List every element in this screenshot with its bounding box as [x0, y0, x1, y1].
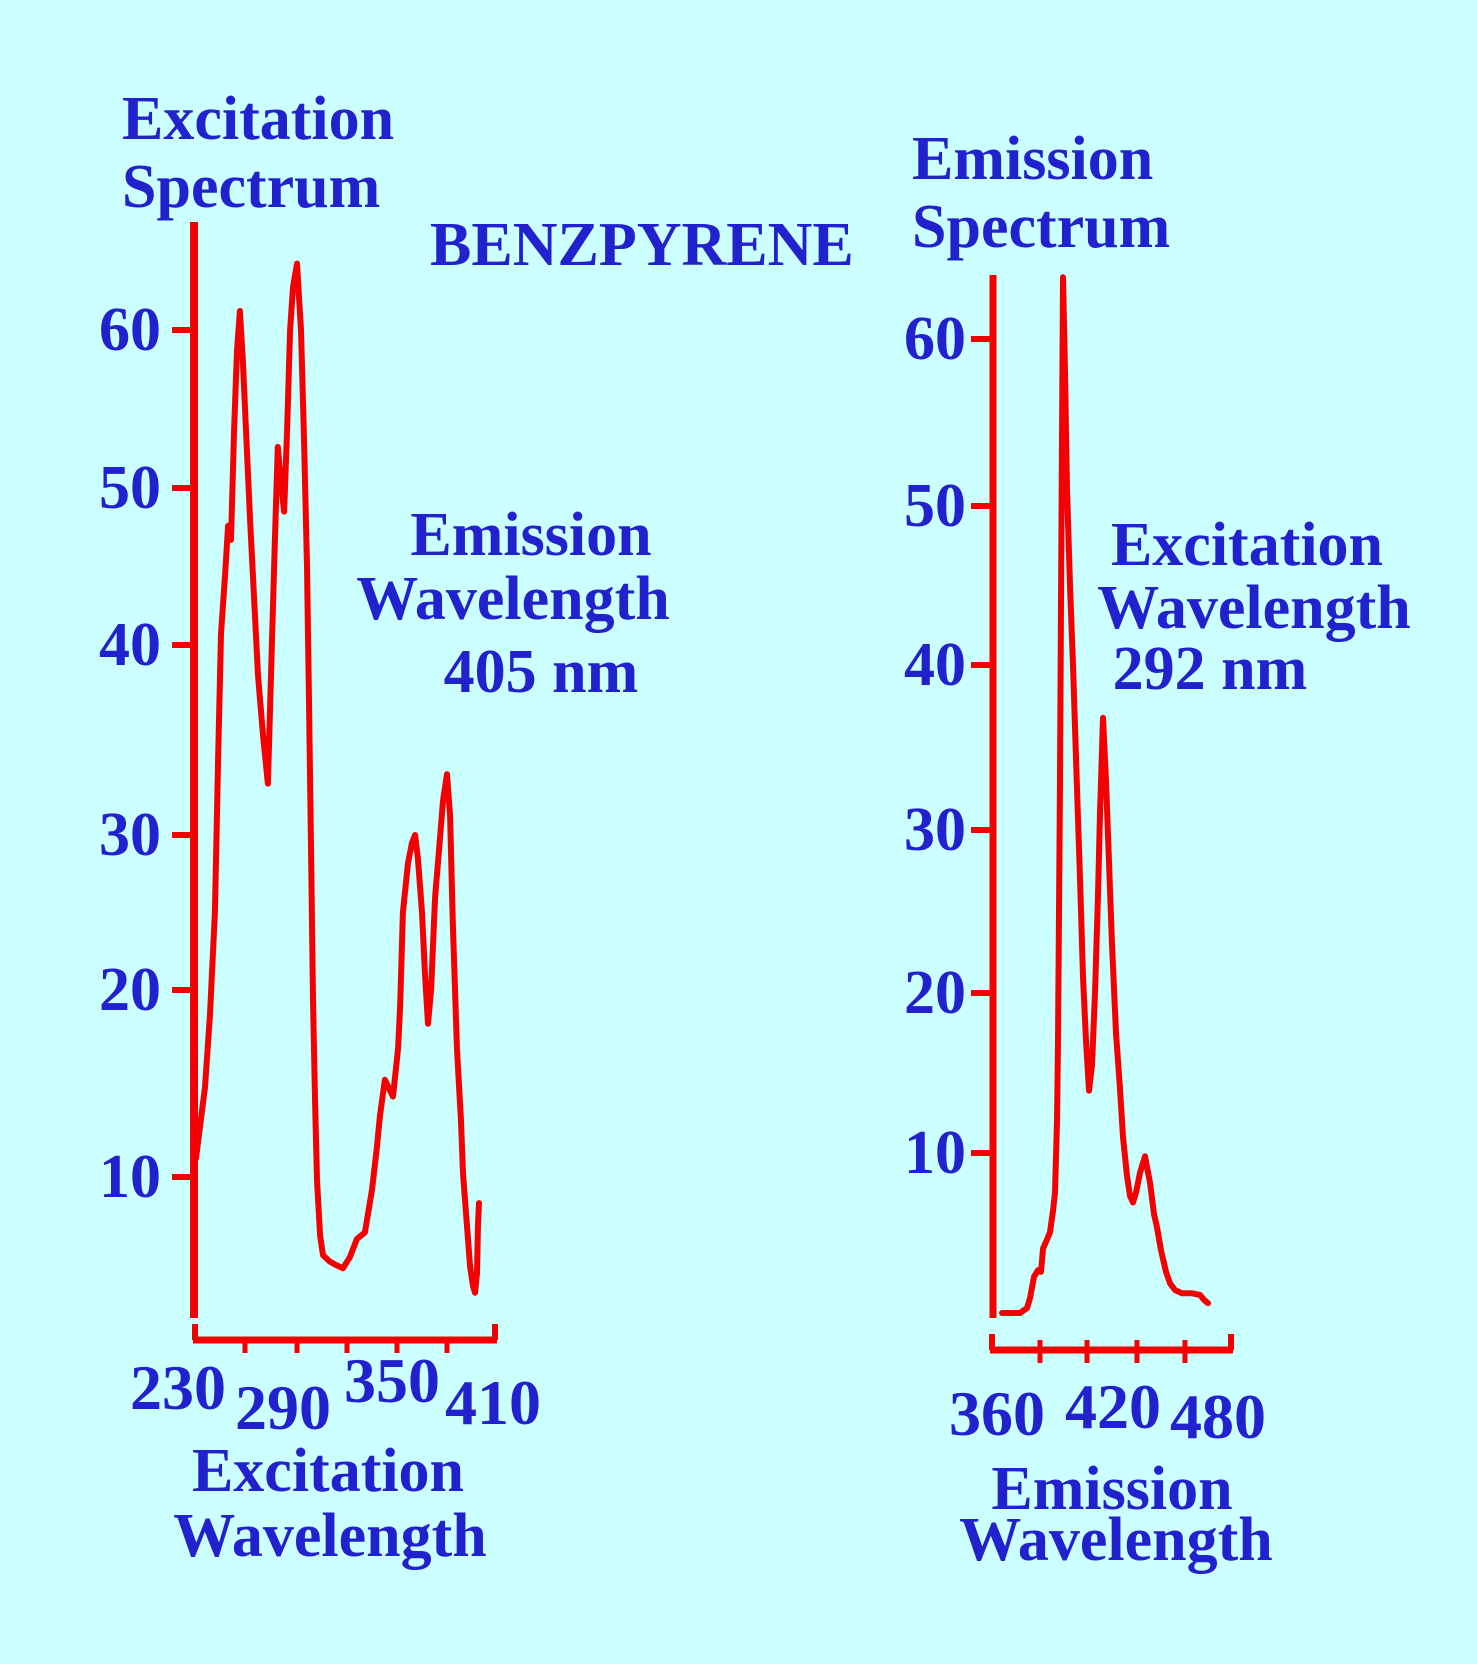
right-xaxis-title-line2: Wavelength — [959, 1506, 1273, 1574]
left-annotation-line3: 405 nm — [443, 638, 639, 706]
right-annotation-line2: Wavelength — [1097, 574, 1411, 642]
left-yaxis-label-20: 20 — [99, 956, 161, 1024]
right-xaxis-label-360: 360 — [949, 1378, 1045, 1449]
left-yaxis-label-40: 40 — [99, 611, 161, 679]
right-xaxis-label-480: 480 — [1170, 1381, 1266, 1452]
left-chart-title-line2: Spectrum — [122, 153, 381, 221]
left-xaxis-label-350: 350 — [344, 1345, 440, 1416]
right-xaxis-title-line1: Emission — [991, 1455, 1233, 1523]
right-annotation-line3: 292 nm — [1112, 635, 1308, 703]
right-annotation-line1: Excitation — [1110, 511, 1384, 579]
left-annotation-line2: Wavelength — [356, 565, 670, 633]
right-yaxis-label-60: 60 — [904, 305, 966, 373]
compound-title: BENZPYRENE — [430, 211, 854, 279]
left-annotation-line1: Emission — [410, 501, 652, 569]
right-yaxis-label-40: 40 — [904, 631, 966, 699]
left-yaxis-label-50: 50 — [99, 454, 161, 522]
benzpyrene-emission-curve — [999, 274, 1211, 1316]
left-xaxis-label-410: 410 — [445, 1367, 541, 1438]
right-yaxis-label-30: 30 — [904, 796, 966, 864]
left-xaxis-label-290: 290 — [235, 1372, 331, 1443]
right-chart-title-line1: Emission — [912, 125, 1154, 193]
benzpyrene-excitation-curve — [193, 260, 482, 1296]
right-yaxis-label-10: 10 — [904, 1119, 966, 1187]
left-yaxis-label-30: 30 — [99, 801, 161, 869]
left-xaxis-title-line1: Excitation — [191, 1437, 465, 1505]
right-chart-title-line2: Spectrum — [912, 193, 1171, 261]
right-yaxis-label-20: 20 — [904, 959, 966, 1027]
left-yaxis-label-60: 60 — [99, 296, 161, 364]
right-yaxis-label-50: 50 — [904, 472, 966, 540]
right-xaxis-label-420: 420 — [1065, 1371, 1161, 1442]
left-chart-title-line1: Excitation — [122, 85, 395, 153]
left-xaxis-title-line2: Wavelength — [173, 1502, 487, 1570]
left-yaxis-label-10: 10 — [99, 1143, 161, 1211]
left-xaxis-label-230: 230 — [130, 1352, 226, 1423]
